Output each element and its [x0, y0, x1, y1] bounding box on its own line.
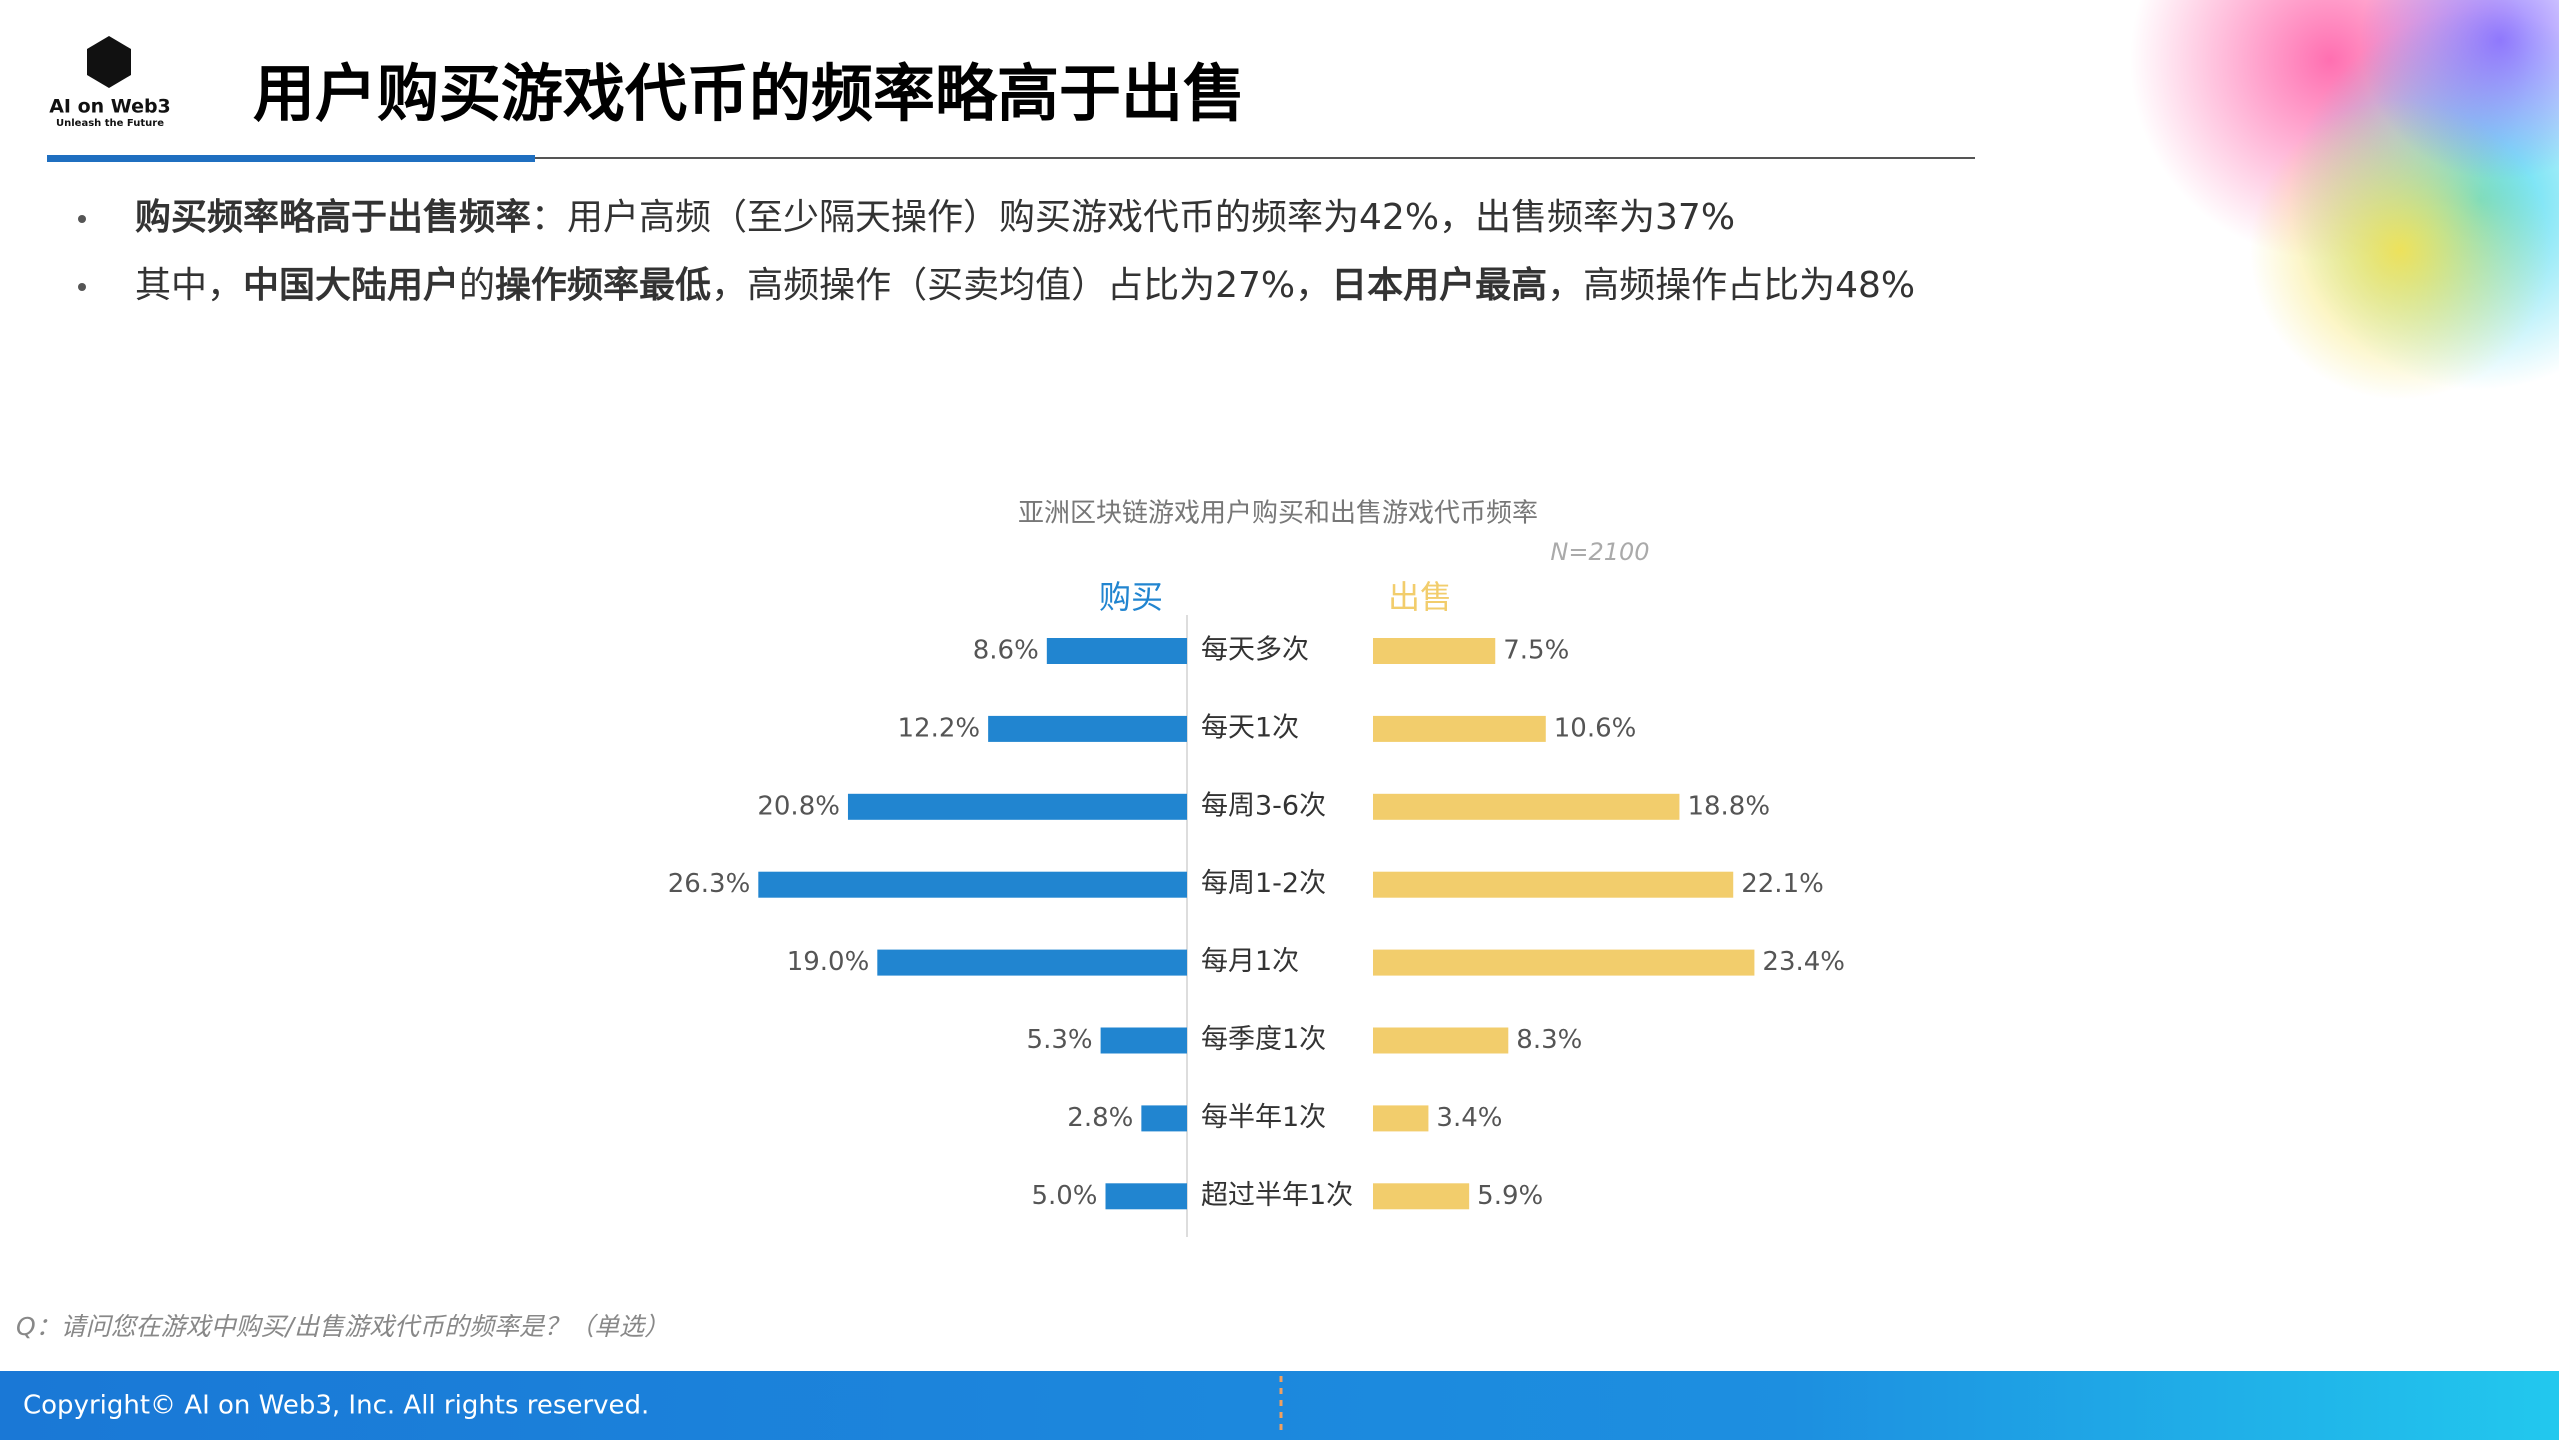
legend-label: 出售 [1388, 578, 1452, 616]
bar [1373, 793, 1680, 820]
bullet-dot [78, 283, 86, 291]
decor-splash [2130, 0, 2559, 400]
category-label: 每月1次 [1201, 946, 1299, 977]
bar [1373, 638, 1496, 664]
bar [1373, 1183, 1470, 1210]
bullet-dot [78, 215, 86, 223]
bullets: 购买频率略高于出售频率：用户高频（至少隔天操作）购买游戏代币的频率为42%，出售… [78, 197, 1915, 306]
category-label: 每半年1次 [1201, 1102, 1326, 1133]
legend-label: 购买 [1099, 578, 1163, 616]
category-label: 每季度1次 [1201, 1024, 1326, 1055]
bullet-run: ：用户高频（至少隔天操作）购买游戏代币的频率为42%，出售频率为37% [531, 197, 1735, 238]
logo-mark [87, 36, 131, 88]
bullet-run: 操作频率最低 [495, 265, 711, 306]
bullet-run: ，高频操作占比为48% [1547, 265, 1915, 306]
chart-title: 亚洲区块链游戏用户购买和出售游戏代币频率 [1018, 499, 1538, 529]
bullet-run: ，高频操作（买卖均值）占比为27%， [711, 265, 1331, 306]
question-note: Q：请问您在游戏中购买/出售游戏代币的频率是？（单选） [16, 1312, 669, 1341]
bar [1373, 1027, 1509, 1054]
value-label: 10.6% [1554, 713, 1637, 743]
category-label: 超过半年1次 [1201, 1180, 1353, 1211]
chart-subtitle: N=2100 [1550, 538, 1649, 566]
bullet-run: 的 [459, 265, 495, 306]
bar [1373, 871, 1734, 898]
bar [1373, 949, 1755, 976]
bar [758, 871, 1187, 898]
bullet-text: 其中，中国大陆用户的操作频率最低，高频操作（买卖均值）占比为27%，日本用户最高… [135, 265, 1915, 306]
bullet-text: 购买频率略高于出售频率：用户高频（至少隔天操作）购买游戏代币的频率为42%，出售… [135, 197, 1735, 238]
value-label: 8.6% [973, 636, 1039, 666]
value-label: 23.4% [1762, 947, 1845, 977]
bar [988, 715, 1187, 742]
value-label: 8.3% [1516, 1025, 1582, 1055]
value-label: 5.9% [1477, 1181, 1543, 1211]
category-label: 每天1次 [1201, 712, 1299, 743]
value-label: 20.8% [757, 791, 840, 821]
footer-text: Copyright© AI on Web3, Inc. All rights r… [23, 1391, 649, 1421]
value-label: 7.5% [1503, 636, 1569, 666]
bar [1373, 1105, 1429, 1132]
value-label: 2.8% [1067, 1103, 1133, 1133]
logo-title: AI on Web3 [49, 96, 171, 118]
bar [847, 793, 1187, 820]
value-label: 3.4% [1436, 1103, 1502, 1133]
value-label: 5.3% [1027, 1025, 1093, 1055]
title-accent [47, 155, 535, 162]
category-label: 每周1-2次 [1201, 868, 1326, 899]
bar [877, 949, 1187, 976]
category-label: 每天多次 [1201, 635, 1309, 666]
value-label: 5.0% [1031, 1181, 1097, 1211]
value-label: 12.2% [898, 713, 981, 743]
page-title: 用户购买游戏代币的频率略高于出售 [253, 57, 1245, 130]
value-label: 18.8% [1687, 791, 1770, 821]
logo-tagline: Unleash the Future [56, 118, 164, 129]
bar [1141, 1105, 1187, 1132]
bullet-run: 其中， [135, 265, 243, 306]
bar [1373, 715, 1546, 742]
bullet-run: 日本用户最高 [1331, 265, 1547, 306]
value-label: 22.1% [1741, 869, 1824, 899]
bullet-run: 购买频率略高于出售频率 [135, 197, 531, 238]
bar [1046, 638, 1187, 664]
value-label: 19.0% [787, 947, 870, 977]
category-label: 每周3-6次 [1201, 790, 1326, 821]
bar [1100, 1027, 1187, 1054]
bar [1105, 1183, 1187, 1210]
bullet-run: 中国大陆用户 [243, 265, 459, 306]
value-label: 26.3% [668, 869, 751, 899]
